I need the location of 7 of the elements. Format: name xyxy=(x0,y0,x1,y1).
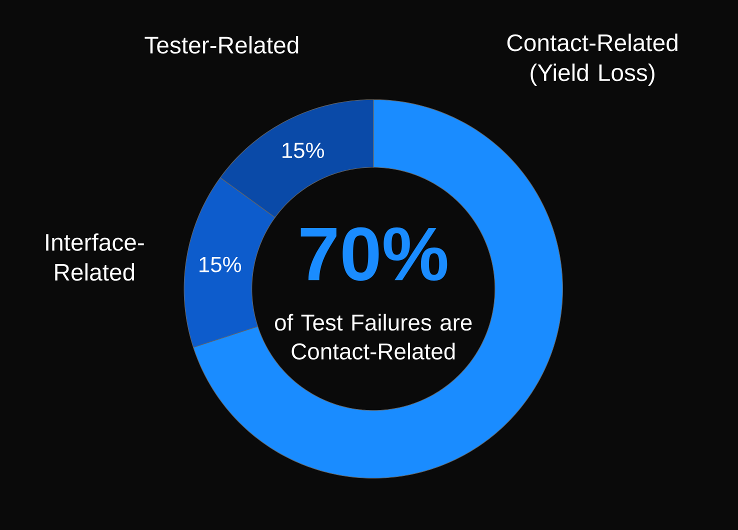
data-label: 15% xyxy=(282,142,324,158)
slice-label: Interface-Related xyxy=(46,233,144,281)
slice-label: Contact-Related (Yield Loss) xyxy=(507,34,678,86)
text: 70% xyxy=(300,227,448,281)
data-label: 15% xyxy=(200,256,242,272)
slice-label: Tester-Related xyxy=(144,36,298,54)
text: of Test Failures are Contact-Related xyxy=(275,314,472,360)
